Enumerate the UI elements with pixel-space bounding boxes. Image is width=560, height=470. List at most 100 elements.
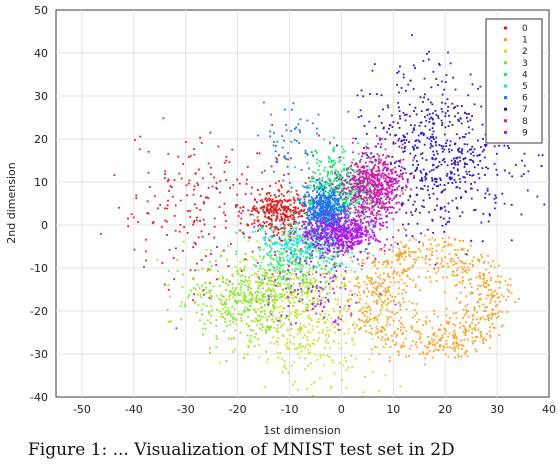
data-point — [441, 265, 443, 268]
data-point — [289, 271, 291, 274]
data-point — [271, 124, 274, 126]
data-point — [350, 200, 353, 202]
data-point — [243, 298, 246, 301]
data-point — [449, 317, 451, 319]
data-point — [213, 236, 216, 239]
data-point — [326, 200, 329, 203]
data-point — [360, 115, 363, 118]
data-point — [293, 218, 296, 221]
data-point — [221, 275, 224, 278]
data-point — [292, 223, 295, 225]
data-point — [270, 296, 272, 298]
data-point — [294, 210, 297, 213]
data-point — [461, 261, 463, 263]
data-point — [318, 165, 321, 167]
data-point — [269, 341, 272, 344]
data-point — [406, 275, 409, 278]
data-point — [273, 243, 275, 245]
data-point — [437, 165, 440, 168]
data-point — [395, 194, 398, 197]
data-point — [306, 388, 308, 390]
data-point — [452, 167, 455, 169]
data-point — [388, 202, 391, 204]
data-point — [493, 327, 496, 329]
data-point — [318, 183, 321, 185]
data-point — [384, 173, 387, 176]
data-point — [265, 299, 268, 302]
data-point — [382, 169, 384, 172]
data-point — [339, 329, 341, 331]
data-point — [261, 267, 264, 270]
data-point — [378, 194, 381, 196]
data-point — [484, 145, 487, 148]
data-point — [462, 240, 464, 242]
data-point — [335, 173, 338, 176]
data-point — [425, 276, 427, 279]
data-point — [465, 113, 468, 115]
data-point — [400, 187, 403, 189]
data-point — [415, 146, 418, 149]
data-point — [366, 310, 368, 313]
data-point — [288, 224, 291, 227]
data-point — [324, 301, 327, 303]
data-point — [426, 53, 428, 55]
data-point — [240, 283, 243, 285]
data-point — [465, 170, 468, 173]
data-point — [433, 309, 435, 312]
data-point — [301, 264, 304, 266]
data-point — [336, 200, 339, 202]
data-point — [450, 260, 453, 263]
data-point — [389, 316, 392, 318]
data-point — [459, 156, 461, 159]
data-point — [371, 294, 374, 296]
data-point — [410, 344, 413, 347]
data-point — [340, 175, 342, 178]
data-point — [280, 239, 282, 242]
data-point — [287, 286, 289, 289]
data-point — [320, 186, 322, 188]
data-point — [457, 174, 460, 177]
data-point — [389, 294, 392, 296]
data-point — [424, 262, 427, 264]
data-point — [224, 305, 227, 308]
data-point — [449, 144, 451, 147]
data-point — [306, 211, 308, 214]
data-point — [298, 221, 300, 224]
data-point — [380, 182, 383, 184]
data-point — [328, 272, 331, 274]
data-point — [483, 275, 485, 277]
data-point — [388, 286, 391, 288]
data-point — [471, 115, 473, 117]
data-point — [477, 284, 480, 287]
data-point — [432, 112, 434, 115]
data-point — [306, 292, 308, 295]
data-point — [322, 254, 325, 257]
data-point — [269, 311, 271, 314]
data-point — [213, 225, 216, 228]
data-point — [167, 199, 169, 202]
data-point — [363, 165, 365, 168]
data-point — [368, 215, 371, 218]
data-point — [380, 143, 383, 145]
data-point — [228, 161, 231, 163]
data-point — [287, 190, 290, 193]
data-point — [270, 211, 273, 213]
data-point — [306, 296, 309, 299]
data-point — [362, 198, 364, 200]
data-point — [399, 263, 402, 265]
data-point — [440, 145, 443, 147]
data-point — [343, 163, 346, 166]
data-point — [265, 331, 267, 334]
data-point — [479, 275, 482, 278]
data-point — [200, 308, 203, 311]
data-point — [264, 304, 266, 306]
data-point — [416, 346, 418, 349]
data-point — [290, 238, 292, 241]
data-point — [311, 177, 313, 180]
data-point — [350, 315, 352, 318]
data-point — [356, 188, 359, 190]
data-point — [261, 306, 264, 309]
data-point — [386, 303, 389, 306]
data-point — [314, 243, 316, 246]
data-point — [385, 343, 387, 345]
